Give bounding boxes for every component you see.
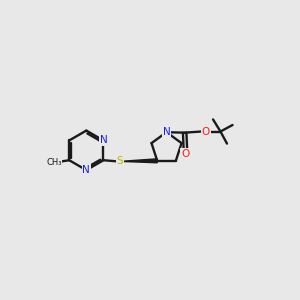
Text: S: S — [117, 156, 124, 167]
Text: CH₃: CH₃ — [46, 158, 62, 167]
Text: N: N — [163, 127, 170, 137]
Text: N: N — [100, 136, 107, 146]
Text: O: O — [202, 127, 210, 136]
Text: N: N — [82, 165, 90, 175]
Polygon shape — [120, 159, 157, 163]
Text: O: O — [181, 148, 190, 159]
Text: S: S — [117, 156, 124, 167]
